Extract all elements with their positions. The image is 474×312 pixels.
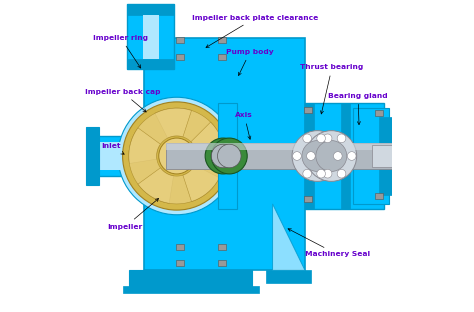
- Text: Pump body: Pump body: [226, 49, 274, 76]
- Bar: [218, 37, 226, 43]
- Circle shape: [211, 144, 235, 168]
- Text: Impeller: Impeller: [108, 198, 158, 230]
- Circle shape: [211, 138, 247, 174]
- Polygon shape: [219, 104, 237, 208]
- Polygon shape: [127, 4, 173, 69]
- Circle shape: [303, 169, 311, 178]
- Text: Impeller ring: Impeller ring: [93, 35, 148, 68]
- Bar: [176, 260, 184, 266]
- Bar: [176, 54, 184, 60]
- Circle shape: [123, 102, 231, 210]
- Polygon shape: [372, 144, 404, 168]
- Bar: [176, 37, 184, 43]
- Circle shape: [292, 131, 343, 181]
- Polygon shape: [166, 143, 398, 169]
- Bar: [304, 106, 312, 113]
- Polygon shape: [166, 143, 398, 150]
- Bar: [176, 244, 184, 250]
- Polygon shape: [266, 271, 311, 283]
- Polygon shape: [273, 204, 305, 271]
- Circle shape: [306, 131, 356, 181]
- Circle shape: [159, 138, 195, 174]
- Polygon shape: [379, 117, 395, 195]
- Polygon shape: [127, 59, 173, 69]
- Polygon shape: [129, 271, 253, 287]
- Text: Impeller back cap: Impeller back cap: [85, 89, 160, 112]
- Circle shape: [205, 138, 241, 174]
- Circle shape: [292, 152, 301, 160]
- Circle shape: [337, 134, 346, 143]
- Circle shape: [303, 134, 311, 143]
- Bar: [304, 196, 312, 202]
- Polygon shape: [143, 15, 159, 59]
- Circle shape: [218, 144, 241, 168]
- Polygon shape: [305, 104, 384, 208]
- Text: Thrust bearing: Thrust bearing: [301, 64, 364, 114]
- Text: Axis: Axis: [236, 112, 253, 139]
- Polygon shape: [183, 122, 225, 202]
- Polygon shape: [155, 108, 225, 156]
- Circle shape: [323, 169, 332, 178]
- Polygon shape: [129, 128, 173, 203]
- Circle shape: [347, 152, 356, 160]
- Polygon shape: [127, 4, 173, 15]
- Polygon shape: [341, 104, 350, 208]
- Text: Machinery Seal: Machinery Seal: [288, 229, 370, 257]
- Polygon shape: [305, 104, 314, 208]
- Bar: [218, 260, 226, 266]
- Polygon shape: [129, 108, 191, 163]
- Polygon shape: [91, 136, 143, 176]
- Bar: [375, 110, 383, 116]
- Bar: [375, 193, 383, 199]
- Bar: [218, 244, 226, 250]
- Bar: [218, 54, 226, 60]
- Circle shape: [118, 97, 236, 215]
- Polygon shape: [86, 127, 100, 185]
- Circle shape: [316, 140, 347, 172]
- Circle shape: [302, 140, 333, 172]
- Circle shape: [337, 169, 346, 178]
- Circle shape: [334, 152, 342, 160]
- Text: Bearing gland: Bearing gland: [328, 93, 388, 124]
- Polygon shape: [138, 165, 219, 204]
- Polygon shape: [353, 108, 389, 204]
- Polygon shape: [123, 286, 259, 293]
- Text: Impeller back plate clearance: Impeller back plate clearance: [192, 15, 319, 47]
- Polygon shape: [144, 38, 305, 271]
- Text: Inlet: Inlet: [101, 143, 124, 154]
- Polygon shape: [91, 142, 143, 170]
- Circle shape: [317, 169, 326, 178]
- Circle shape: [317, 134, 326, 143]
- Circle shape: [323, 134, 332, 143]
- Circle shape: [307, 152, 315, 160]
